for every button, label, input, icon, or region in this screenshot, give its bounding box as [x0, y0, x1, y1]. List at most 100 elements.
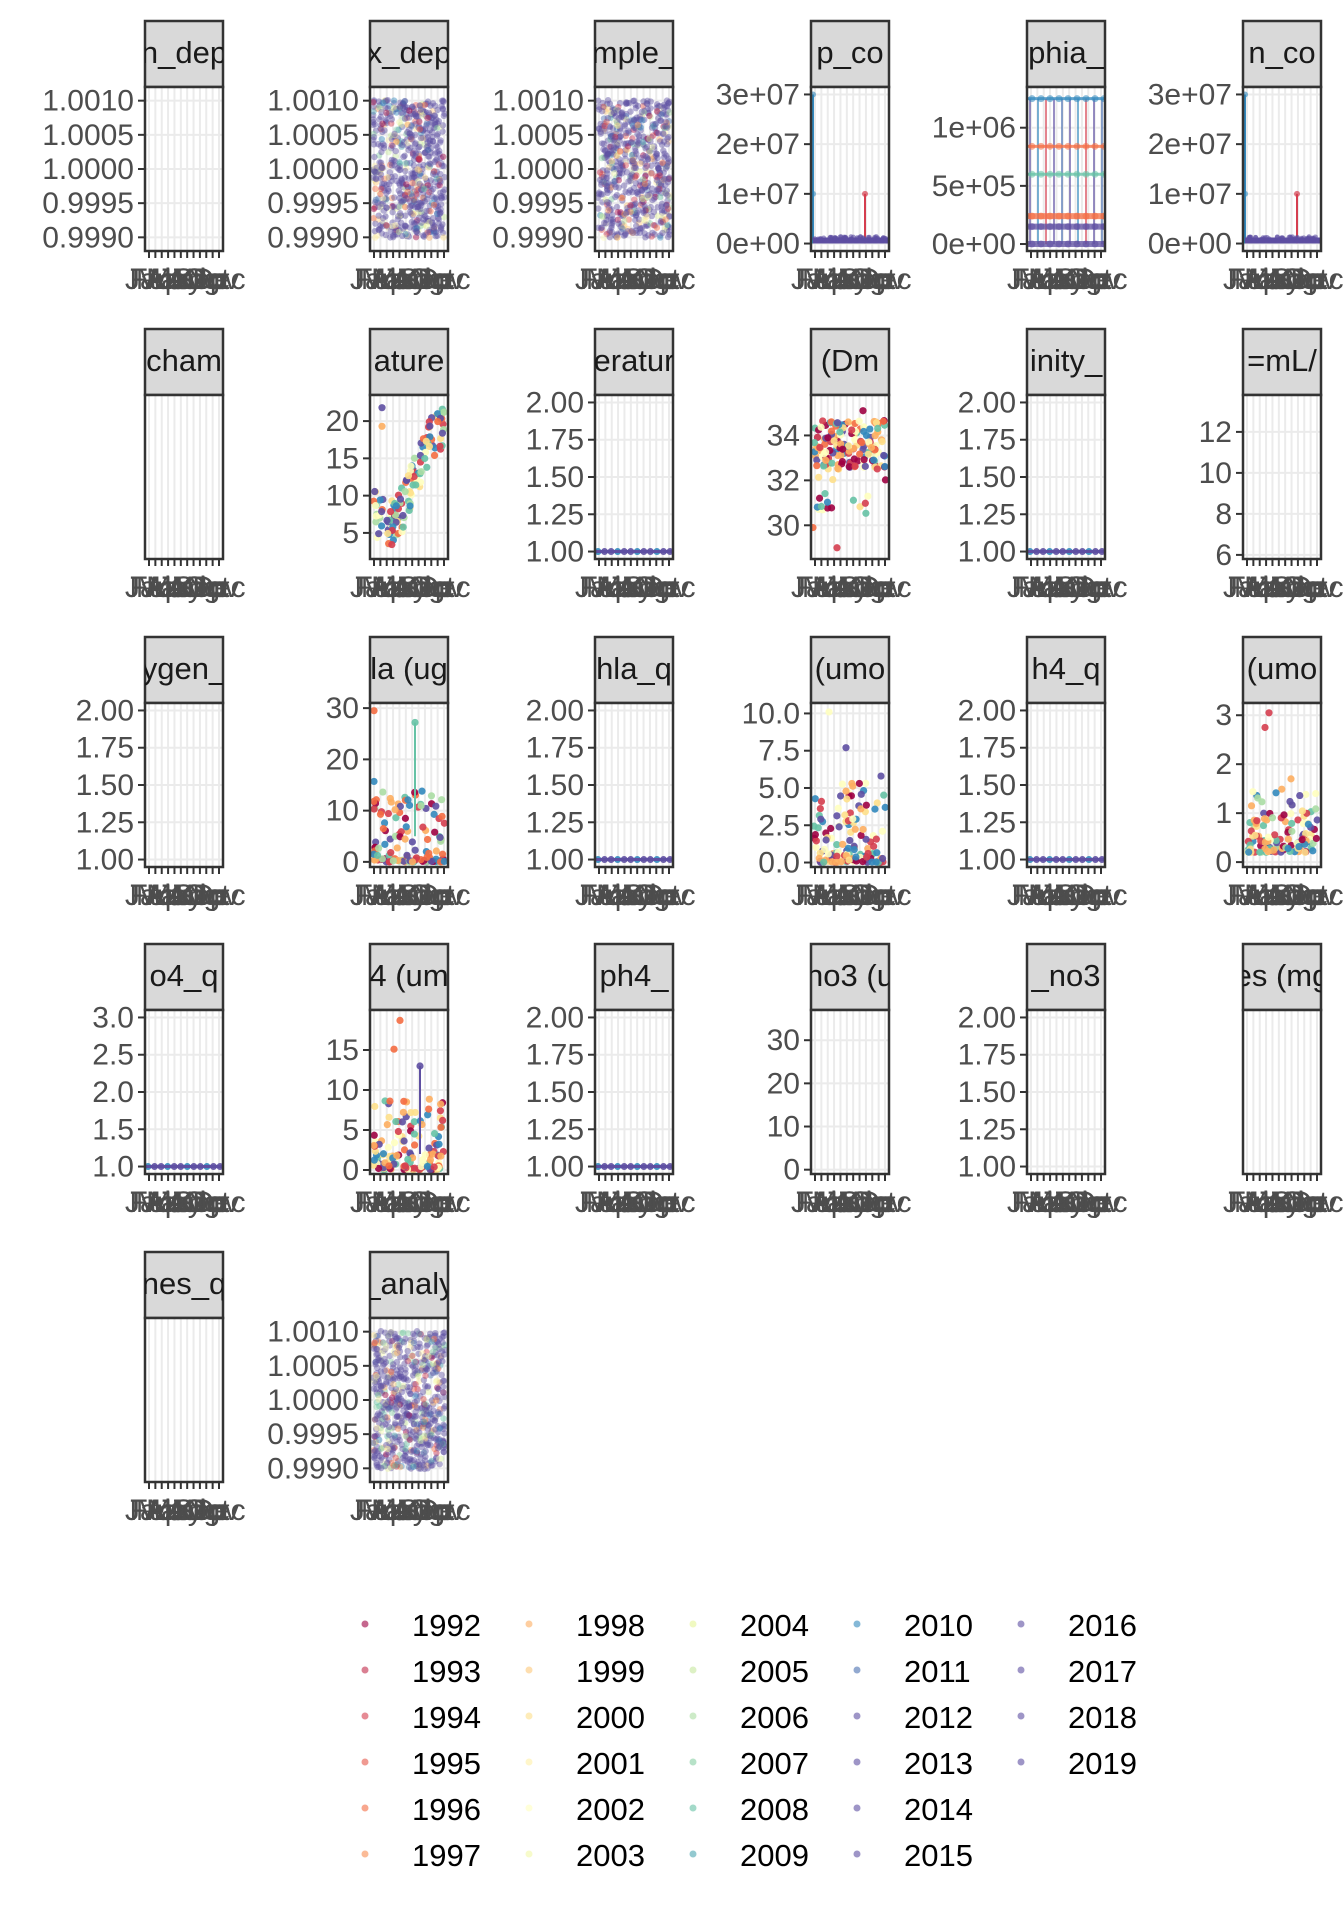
data-point [431, 195, 438, 202]
data-point [633, 114, 640, 121]
legend-key [361, 1620, 369, 1628]
data-point [632, 212, 639, 219]
y-tick-label: 1.25 [526, 806, 584, 839]
data-point [436, 1425, 443, 1432]
data-point [396, 1342, 403, 1349]
data-point [605, 199, 612, 207]
data-point [411, 846, 419, 854]
data-point [641, 230, 648, 237]
y-tick-label: 1.0005 [42, 119, 134, 152]
data-point [618, 220, 625, 227]
data-point [643, 154, 651, 161]
data-point [612, 158, 619, 165]
facet-strip-title: n_dep [141, 35, 227, 70]
data-point [390, 157, 397, 164]
data-point [415, 155, 423, 162]
data-point [429, 1360, 437, 1367]
data-point [372, 179, 380, 186]
x-tick-label: Dec [417, 1494, 470, 1527]
data-point [433, 175, 440, 182]
data-point [656, 102, 664, 110]
data-point [431, 112, 439, 120]
data-point [659, 215, 666, 223]
data-point [623, 210, 630, 217]
data-point [652, 193, 659, 201]
data-point [643, 168, 651, 176]
data-point [661, 150, 668, 157]
data-point [384, 105, 391, 112]
data-point [632, 145, 639, 152]
data-point [605, 204, 612, 211]
data-point [416, 156, 423, 163]
data-point [385, 181, 393, 188]
data-point [632, 227, 640, 234]
data-point [382, 1391, 389, 1399]
data-point [408, 121, 415, 129]
data-point [663, 227, 671, 234]
data-point [634, 190, 642, 198]
data-point [435, 206, 442, 214]
data-point [1055, 212, 1063, 220]
data-point [645, 147, 653, 155]
data-point [601, 122, 608, 130]
data-point [432, 802, 440, 810]
data-point [874, 424, 882, 433]
data-point [660, 130, 667, 137]
data-point [1064, 142, 1072, 150]
data-point [435, 117, 443, 125]
data-point [432, 142, 440, 149]
data-point [599, 99, 606, 107]
data-point [1286, 234, 1292, 240]
y-tick-label: 1.50 [526, 769, 584, 802]
legend-label: 1998 [576, 1608, 645, 1643]
data-point [435, 175, 443, 182]
data-point [608, 206, 615, 213]
data-point [372, 166, 379, 173]
legend-label: 2007 [740, 1746, 809, 1781]
data-point [430, 1163, 438, 1171]
data-point [420, 1395, 427, 1403]
data-point [1055, 240, 1063, 248]
data-point [825, 708, 833, 716]
data-point [402, 1432, 409, 1440]
data-point [402, 230, 409, 238]
data-point [383, 1120, 391, 1129]
y-tick-label: 0 [342, 846, 359, 879]
data-point [644, 156, 651, 163]
data-point [605, 143, 613, 151]
data-point [412, 110, 419, 117]
data-point [872, 835, 880, 843]
y-tick-label: 0.0 [758, 847, 800, 880]
data-point [375, 195, 382, 202]
data-point [608, 157, 615, 165]
facet-strip-title: ature [374, 343, 445, 378]
data-point [637, 178, 644, 185]
y-tick-label: 2.00 [526, 1001, 584, 1034]
data-point [439, 128, 446, 135]
data-point [849, 782, 857, 790]
data-point [376, 159, 383, 166]
data-point [602, 196, 609, 203]
data-point [371, 153, 378, 161]
data-point [392, 502, 400, 510]
data-point [666, 109, 673, 116]
data-point [622, 132, 629, 140]
data-point [412, 150, 420, 157]
data-point [435, 215, 443, 223]
data-point [401, 115, 409, 122]
panel-background [811, 1010, 889, 1174]
data-point [401, 835, 409, 843]
data-point [639, 141, 647, 148]
y-tick-label: 1.00 [526, 844, 584, 877]
y-tick-label: 0e+00 [716, 228, 800, 261]
y-tick-label: 1.00 [526, 1151, 584, 1184]
data-point [817, 797, 826, 806]
data-point [822, 836, 830, 844]
y-tick-label: 0.9995 [492, 187, 584, 220]
data-point [421, 212, 428, 219]
data-point [417, 108, 425, 116]
facet-strip-title: eratur [594, 343, 675, 378]
data-point [379, 164, 386, 172]
data-point [416, 126, 424, 133]
data-point [880, 791, 888, 799]
